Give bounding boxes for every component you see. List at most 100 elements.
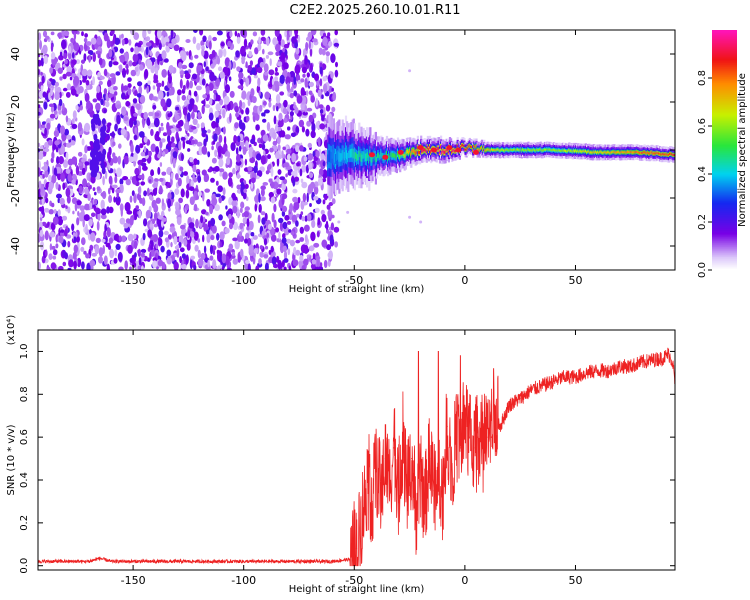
noise-speck [228,243,234,251]
noise-speck [266,121,271,132]
signal-cell [477,148,480,151]
noise-speck [179,256,183,264]
snr-point [641,361,643,363]
noise-speck [88,54,91,63]
noise-speck [302,111,308,116]
noise-speck [136,93,142,98]
noise-speck [237,172,240,180]
noise-speck [81,158,87,163]
noise-speck [326,204,331,210]
noise-speck [114,175,118,184]
noise-speck [85,223,88,233]
noise-speck [127,244,133,254]
noise-speck [217,265,221,270]
colorbar-segment [712,160,737,163]
noise-speck [187,94,191,100]
noise-speck [194,244,199,252]
noise-speck [279,91,285,96]
noise-speck [84,145,88,154]
signal-cell [597,151,600,154]
noise-speck [272,104,276,112]
colorbar-segment [712,68,737,71]
noise-speck [252,31,258,37]
noise-speck [301,216,306,222]
noise-speck [303,156,308,162]
noise-speck [280,39,285,48]
noise-speck [81,68,88,77]
noise-speck [282,146,287,151]
noise-speck [296,162,300,167]
noise-speck [155,131,160,137]
colorbar [712,30,737,271]
noise-speck [193,105,198,113]
noise-speck [85,253,90,259]
noise-speck [198,190,202,197]
noise-speck [275,51,280,57]
noise-speck [292,259,299,267]
noise-speck [261,143,266,150]
noise-speck [175,244,180,250]
noise-speck [293,170,298,179]
colorbar-segment [712,52,737,55]
noise-speck [120,207,124,217]
noise-speck [152,85,156,90]
noise-speck [276,188,282,195]
noise-speck [304,215,308,222]
noise-speck [286,34,290,41]
noise-speck [70,37,75,44]
noise-speck [159,177,164,182]
colorbar-segment [712,222,737,225]
noise-speck [133,32,140,40]
noise-speck [254,194,260,203]
x-axis-label: Height of straight line (km) [289,584,425,595]
y-tick-label: 40 [9,47,22,61]
colorbar-segment [712,200,737,203]
noise-speck [333,42,340,47]
noise-speck [71,123,78,129]
noise-speck [238,145,242,152]
noise-speck [185,39,191,43]
noise-speck [145,209,152,219]
noise-speck [152,183,158,189]
noise-speck [323,83,328,94]
noise-speck [53,110,58,115]
noise-speck [75,59,81,65]
colorbar-segment [712,124,737,127]
y-axis-label: Frequency (Hz) [6,112,17,188]
noise-speck [330,71,334,79]
noise-speck [181,51,187,62]
noise-speck [171,38,178,45]
snr-point [397,490,400,492]
noise-speck [81,138,85,146]
noise-speck [110,30,115,35]
noise-speck [38,53,41,58]
noise-speck [195,195,199,200]
noise-speck [63,52,68,59]
noise-speck [262,100,267,106]
noise-speck [295,249,301,256]
noise-speck [214,165,220,172]
noise-speck [117,251,123,262]
noise-speck [286,220,292,225]
noise-speck [331,87,335,92]
noise-speck [299,145,304,152]
snr-point [455,436,457,438]
noise-speck [248,220,254,231]
snr-point [630,365,632,367]
noise-speck [270,250,276,258]
noise-speck [154,112,160,117]
colorbar-tick-label: 0.6 [697,118,708,134]
noise-speck [42,91,47,98]
stray-speck [337,220,341,224]
noise-speck [264,109,270,114]
noise-speck [53,209,57,214]
noise-speck [325,220,329,231]
noise-speck [47,221,50,226]
noise-speck [38,261,41,270]
signal-cell [644,151,647,154]
noise-speck [259,61,265,68]
noise-speck [321,114,325,122]
colorbar-segment [712,212,737,215]
noise-speck [274,124,279,133]
noise-speck [92,52,96,63]
